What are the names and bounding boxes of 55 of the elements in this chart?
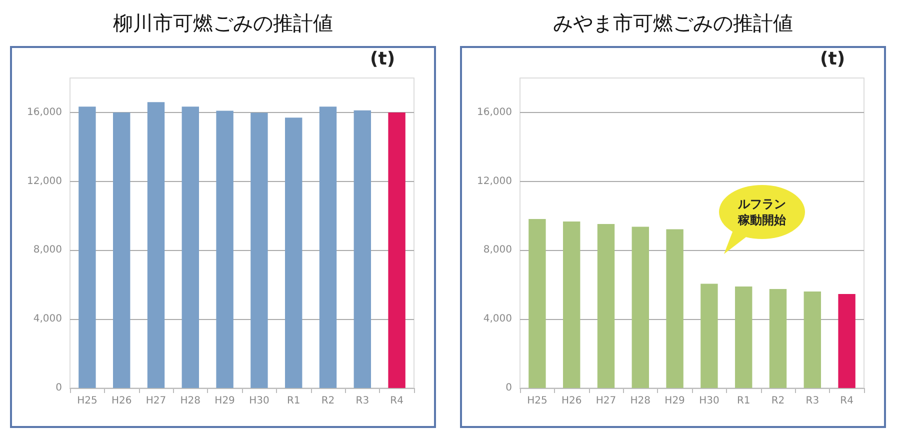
bar <box>838 294 856 388</box>
x-tick-label: H29 <box>214 396 235 406</box>
y-tick-label: 8,000 <box>483 244 512 256</box>
y-tick-label: 0 <box>56 382 62 394</box>
x-tick-label: H26 <box>111 396 132 406</box>
bar <box>319 106 337 388</box>
x-tick-label: H30 <box>699 396 720 406</box>
bar <box>78 106 96 388</box>
y-tick-label: 12,000 <box>477 176 512 187</box>
x-tick-label: R3 <box>356 396 370 406</box>
bar <box>113 112 130 388</box>
x-tick-label: H26 <box>561 396 582 406</box>
y-tick-label: 8,000 <box>33 244 62 256</box>
x-tick-label: R2 <box>771 396 785 406</box>
x-tick-label: R1 <box>736 396 750 406</box>
x-tick-label: R2 <box>321 396 335 406</box>
bar <box>804 292 821 388</box>
x-tick-label: H25 <box>77 396 98 406</box>
x-tick-label: H27 <box>596 396 616 406</box>
bar <box>216 110 234 388</box>
bar <box>769 288 787 388</box>
bar <box>250 112 268 388</box>
bar <box>285 118 302 388</box>
bar <box>597 224 615 388</box>
bar <box>147 102 165 388</box>
x-tick-label: H30 <box>249 396 270 406</box>
y-tick-label: 4,000 <box>33 314 62 325</box>
y-tick-label: 4,000 <box>483 314 512 325</box>
bar <box>563 221 580 388</box>
x-tick-label: H29 <box>664 396 685 406</box>
bar <box>354 110 371 388</box>
bar <box>735 286 752 388</box>
x-tick-label: H27 <box>146 396 166 406</box>
y-tick-label: 0 <box>506 382 512 394</box>
x-tick-label: R1 <box>286 396 300 406</box>
x-tick-label: H28 <box>630 396 651 406</box>
bar <box>388 112 406 388</box>
chart-title: 柳川市可燃ごみの推計値 <box>113 11 333 35</box>
x-tick-label: R4 <box>390 396 404 406</box>
bar <box>666 229 684 388</box>
chart-title: みやま市可燃ごみの推計値 <box>553 11 793 35</box>
y-axis-title: (t) <box>370 48 396 70</box>
y-tick-label: 16,000 <box>27 106 62 118</box>
bar <box>528 219 546 388</box>
x-tick-label: H25 <box>527 396 548 406</box>
bar <box>700 284 718 388</box>
x-tick-label: R4 <box>840 396 854 406</box>
bar <box>182 106 199 388</box>
bar <box>632 226 649 388</box>
y-tick-label: 16,000 <box>477 106 512 118</box>
annotation: ルフラン稼動開始 <box>736 196 787 228</box>
x-tick-label: H28 <box>180 396 201 406</box>
y-axis-title: (t) <box>820 48 846 70</box>
y-tick-label: 12,000 <box>27 176 62 187</box>
x-tick-label: R3 <box>806 396 820 406</box>
